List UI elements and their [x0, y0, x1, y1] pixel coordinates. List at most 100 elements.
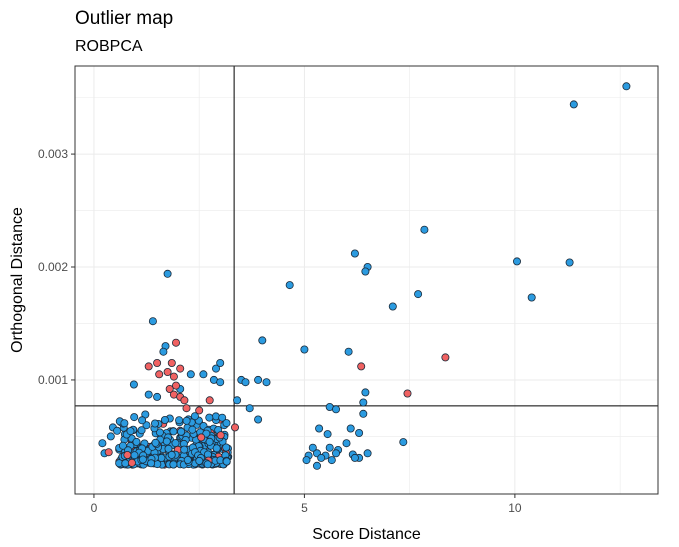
- data-point-blue: [180, 445, 189, 454]
- data-point-blue: [138, 416, 147, 425]
- chart-title: Outlier map: [75, 8, 174, 29]
- data-point-red: [171, 381, 180, 390]
- data-point-blue: [119, 441, 128, 450]
- data-point-blue: [106, 432, 115, 441]
- data-point-blue: [312, 461, 321, 470]
- x-tick-label: 10: [508, 501, 522, 515]
- data-point-red: [357, 362, 366, 371]
- data-point-blue: [359, 409, 368, 418]
- data-point-blue: [399, 438, 408, 447]
- y-tick-label: 0.001: [38, 373, 68, 387]
- data-point-blue: [254, 375, 263, 384]
- data-point-red: [171, 338, 180, 347]
- data-point-red: [230, 423, 239, 432]
- data-point-blue: [327, 456, 336, 465]
- data-point-blue: [344, 347, 353, 356]
- data-point-blue: [190, 412, 199, 421]
- data-point-red: [155, 370, 164, 379]
- data-point-blue: [342, 439, 351, 448]
- data-point-red: [167, 358, 176, 367]
- data-point-blue: [188, 425, 197, 434]
- data-point-blue: [317, 453, 326, 462]
- data-point-blue: [308, 443, 317, 452]
- data-point-blue: [258, 336, 267, 345]
- data-point-red: [205, 396, 214, 405]
- data-point-red: [163, 367, 172, 376]
- chart-subtitle: ROBPCA: [75, 38, 143, 55]
- data-point-blue: [331, 449, 340, 458]
- cutoff-lines: [75, 66, 658, 494]
- data-point-blue: [241, 378, 250, 387]
- data-point-red: [403, 389, 412, 398]
- data-point-blue: [325, 443, 334, 452]
- data-point-blue: [159, 347, 168, 356]
- data-point-blue: [350, 453, 359, 462]
- data-point-blue: [205, 437, 214, 446]
- data-point-blue: [359, 398, 368, 407]
- data-point-blue: [355, 428, 364, 437]
- data-point-blue: [160, 415, 169, 424]
- data-point-red: [197, 433, 206, 442]
- data-point-blue: [315, 424, 324, 433]
- data-point-blue: [147, 459, 156, 468]
- data-point-blue: [148, 317, 157, 326]
- data-point-blue: [527, 293, 536, 302]
- data-point-red: [176, 364, 185, 373]
- data-point-red: [180, 396, 189, 405]
- data-point-blue: [565, 258, 574, 267]
- data-point-blue: [245, 404, 254, 413]
- data-point-red: [104, 448, 113, 457]
- data-point-blue: [98, 439, 107, 448]
- data-point-blue: [361, 267, 370, 276]
- data-point-blue: [212, 444, 221, 453]
- data-point-red: [441, 353, 450, 362]
- y-tick-label: 0.003: [38, 147, 68, 161]
- data-point-blue: [153, 392, 162, 401]
- data-point-red: [169, 372, 178, 381]
- data-point-red: [127, 458, 136, 467]
- data-point-blue: [175, 416, 184, 425]
- y-axis-title: Orthogonal Distance: [9, 207, 26, 353]
- data-point-blue: [331, 405, 340, 414]
- data-point-blue: [162, 437, 171, 446]
- data-point-red: [165, 384, 174, 393]
- data-point-blue: [233, 396, 242, 405]
- data-point-blue: [222, 443, 231, 452]
- data-point-blue: [346, 424, 355, 433]
- data-point-blue: [151, 438, 160, 447]
- data-point-blue: [216, 378, 225, 387]
- data-point-blue: [205, 413, 214, 422]
- data-point-blue: [211, 364, 220, 373]
- data-point-blue: [120, 419, 129, 428]
- data-points: [98, 82, 631, 470]
- data-point-blue: [285, 281, 294, 290]
- data-point-blue: [199, 370, 208, 379]
- data-point-blue: [142, 421, 151, 430]
- data-point-blue: [513, 257, 522, 266]
- data-point-blue: [302, 456, 311, 465]
- data-point-blue: [164, 444, 173, 453]
- data-point-blue: [132, 437, 141, 446]
- data-point-blue: [569, 100, 578, 109]
- data-point-blue: [113, 426, 122, 435]
- x-axis-title: Score Distance: [312, 526, 421, 543]
- data-point-blue: [130, 413, 139, 422]
- data-point-blue: [195, 456, 204, 465]
- data-point-blue: [414, 290, 423, 299]
- data-point-blue: [254, 415, 263, 424]
- data-point-blue: [137, 426, 146, 435]
- panel-border: [74, 65, 659, 495]
- data-point-blue: [129, 380, 138, 389]
- data-point-blue: [126, 427, 135, 436]
- data-point-blue: [323, 430, 332, 439]
- data-point-blue: [177, 427, 186, 436]
- data-point-blue: [363, 449, 372, 458]
- data-point-red: [195, 406, 204, 415]
- data-point-blue: [182, 416, 191, 425]
- data-point-blue: [361, 388, 370, 397]
- data-point-blue: [186, 370, 195, 379]
- data-point-blue: [163, 269, 172, 278]
- data-point-blue: [183, 455, 192, 464]
- axis-ticks: 0 5 10 0.001 0.002 0.003: [38, 147, 522, 515]
